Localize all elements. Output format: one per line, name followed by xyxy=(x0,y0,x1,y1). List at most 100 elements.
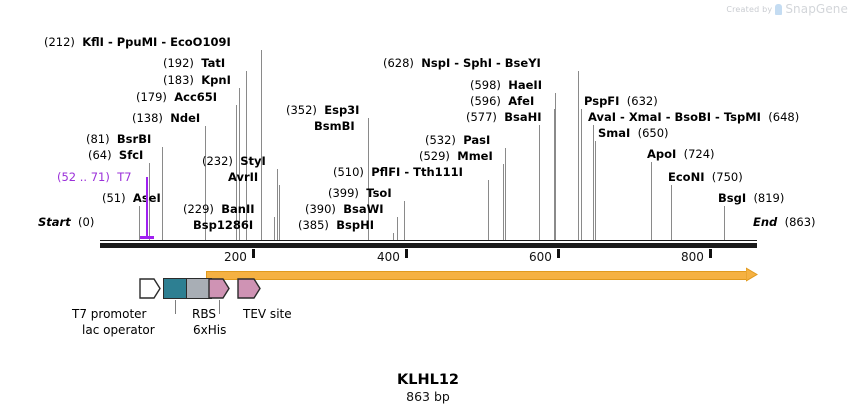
leader-line-nspi-sphi-bseyi xyxy=(578,71,579,240)
enzyme-position: (819) xyxy=(753,191,785,205)
leader-line-sfci xyxy=(149,163,150,240)
ruler-tick-400 xyxy=(405,249,408,258)
enzyme-label-banii[interactable]: (229) BanII xyxy=(183,203,255,215)
feature-t7-promoter[interactable] xyxy=(139,278,161,299)
leader-line-tati xyxy=(246,71,247,240)
feature-label-6xhis-label: 6xHis xyxy=(193,323,227,337)
ruler-tick-200 xyxy=(252,249,255,258)
enzyme-label-pflfi-tth111i[interactable]: (510) PflFI - Tth111I xyxy=(333,166,463,178)
enzyme-name: NdeI xyxy=(170,111,201,125)
enzyme-separator: - xyxy=(492,56,505,70)
enzyme-name: KpnI xyxy=(201,73,231,87)
enzyme-name: Tth111I xyxy=(413,165,463,179)
feature-tev-site[interactable] xyxy=(237,278,261,299)
enzyme-name: EcoO109I xyxy=(170,35,231,49)
enzyme-label-avrii[interactable]: AvrII xyxy=(228,171,258,183)
leader-line-avrii xyxy=(279,185,280,240)
enzyme-position: (385) xyxy=(298,218,329,232)
leader-line-styi xyxy=(277,169,278,240)
enzyme-label-asei[interactable]: (51) AseI xyxy=(102,192,161,204)
leader-line-ndei xyxy=(205,126,206,240)
leader-line-pflfi-tth111i xyxy=(488,180,489,240)
enzyme-name: Esp3I xyxy=(324,103,360,117)
enzyme-label-ndei[interactable]: (138) NdeI xyxy=(132,112,200,124)
enzyme-name: PasI xyxy=(463,133,491,147)
enzyme-separator: - xyxy=(661,110,675,124)
enzyme-label-sfci[interactable]: (64) SfcI xyxy=(88,149,143,161)
leader-line-bsp1286i xyxy=(274,233,275,240)
enzyme-name: MmeI xyxy=(457,149,493,163)
leader-line-avai-xmai-bsobi-tspmi xyxy=(593,125,594,240)
leader-line-pasi xyxy=(505,148,506,240)
enzyme-label-esp3i[interactable]: (352) Esp3I xyxy=(286,104,359,116)
enzyme-label-afei[interactable]: (596) AfeI xyxy=(470,95,534,107)
enzyme-name: XmaI xyxy=(628,110,662,124)
enzyme-name: BsaHI xyxy=(504,110,542,124)
leader-line-acc65i xyxy=(236,105,237,240)
enzyme-name: Bsp1286I xyxy=(193,218,254,232)
orf-arrowhead-icon xyxy=(745,265,760,288)
enzyme-label-avai-xmai-bsobi-tspmi[interactable]: AvaI - XmaI - BsoBI - TspMI (648) xyxy=(588,111,799,123)
enzyme-position: (390) xyxy=(305,202,336,216)
enzyme-label-kfli-ppumi-ecoo109i[interactable]: (212) KflI - PpuMI - EcoO109I xyxy=(44,36,231,48)
enzyme-label-bsphi[interactable]: (385) BspHI xyxy=(298,219,374,231)
start-label: Start (0) xyxy=(38,215,95,229)
enzyme-position: (532) xyxy=(425,133,456,147)
orf-bar[interactable] xyxy=(206,271,748,280)
end-label: End (863) xyxy=(753,215,816,229)
enzyme-name: AfeI xyxy=(508,94,535,108)
enzyme-name: StyI xyxy=(240,154,266,168)
sequence-backbone[interactable] xyxy=(100,243,757,248)
enzyme-label-haeii[interactable]: (598) HaeII xyxy=(470,79,542,91)
leader-line-pspfi xyxy=(581,109,582,240)
enzyme-label-econi[interactable]: EcoNI (750) xyxy=(668,171,743,183)
enzyme-label-smai[interactable]: SmaI (650) xyxy=(598,127,669,139)
enzyme-name: BanII xyxy=(221,202,255,216)
enzyme-label-tsoi[interactable]: (399) TsoI xyxy=(328,187,392,199)
enzyme-name: ApoI xyxy=(647,147,677,161)
enzyme-label-bsp1286i[interactable]: Bsp1286I xyxy=(193,219,253,231)
enzyme-label-apoi[interactable]: ApoI (724) xyxy=(647,148,715,160)
leader-line-econi xyxy=(671,185,672,240)
enzyme-name: AvaI xyxy=(588,110,617,124)
enzyme-position: (648) xyxy=(768,110,800,124)
enzyme-label-pasi[interactable]: (532) PasI xyxy=(425,134,490,146)
leader-line-mmei xyxy=(503,164,504,240)
watermark-created-by: Created by xyxy=(726,4,773,14)
enzyme-position: (51) xyxy=(102,191,126,205)
enzyme-label-nspi-sphi-bseyi[interactable]: (628) NspI - SphI - BseYI xyxy=(383,57,541,69)
enzyme-label-acc65i[interactable]: (179) Acc65I xyxy=(136,91,217,103)
enzyme-label-bsawi[interactable]: (390) BsaWI xyxy=(305,203,384,215)
enzyme-separator: - xyxy=(616,110,629,124)
ruler-label-800: 800 xyxy=(681,250,704,264)
leader-line-bsmbi xyxy=(368,134,369,240)
enzyme-label-tati[interactable]: (192) TatI xyxy=(163,57,225,69)
enzyme-name: BseYI xyxy=(504,56,541,70)
leader-line-smai xyxy=(595,141,596,240)
enzyme-label-bsgi[interactable]: BsgI (819) xyxy=(718,192,784,204)
t7-marker-line xyxy=(146,177,148,237)
feature-6xhis[interactable] xyxy=(208,278,230,299)
enzyme-label-bsrbi[interactable]: (81) BsrBI xyxy=(86,133,151,145)
enzyme-position: (183) xyxy=(163,73,194,87)
leader-line-bsgi xyxy=(724,206,725,240)
enzyme-name: PpuMI xyxy=(116,35,158,49)
enzyme-name: SmaI xyxy=(598,126,631,140)
leader-line-kpni xyxy=(239,88,240,240)
leader-line-banii xyxy=(274,217,275,240)
enzyme-name: BsoBI xyxy=(674,110,712,124)
enzyme-position: (577) xyxy=(466,110,497,124)
enzyme-position: (212) xyxy=(44,35,75,49)
enzyme-label-pspfi[interactable]: PspFI (632) xyxy=(584,95,658,107)
enzyme-label-kpni[interactable]: (183) KpnI xyxy=(163,74,231,86)
enzyme-label-mmei[interactable]: (529) MmeI xyxy=(419,150,493,162)
enzyme-label-styi[interactable]: (232) StyI xyxy=(202,155,266,167)
enzyme-position: (724) xyxy=(683,147,715,161)
feature-label-rbs-label: RBS xyxy=(192,307,216,321)
enzyme-name: BsgI xyxy=(718,191,747,205)
enzyme-label-bsmbi[interactable]: BsmBI xyxy=(314,120,355,132)
feature-label-tev-site-label: TEV site xyxy=(243,307,292,321)
feature-label-t7-promoter-label: T7 promoter xyxy=(72,307,147,321)
enzyme-label-bsahi[interactable]: (577) BsaHI xyxy=(466,111,542,123)
enzyme-name: TsoI xyxy=(366,186,392,200)
